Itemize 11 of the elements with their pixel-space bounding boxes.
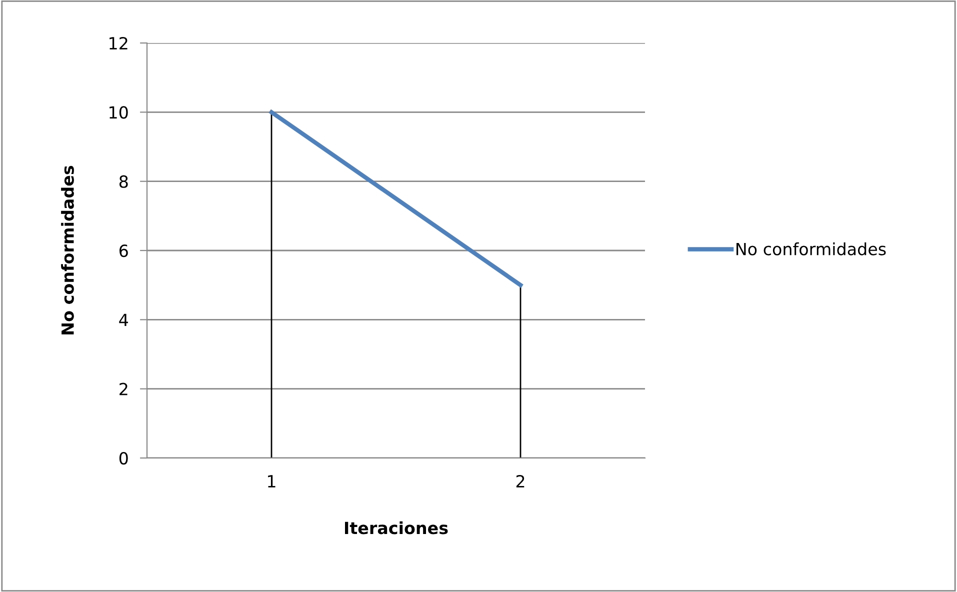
y-axis-title: No conformidades	[61, 166, 74, 334]
y-tick-label: 4	[119, 314, 128, 326]
y-tick-label: 6	[120, 244, 128, 258]
y-tick-label: 12	[110, 36, 128, 50]
legend-label: No conformidades	[736, 242, 886, 256]
y-tick-label: 2	[120, 382, 128, 396]
x-axis-title: Iteraciones	[344, 521, 448, 534]
y-tick-label: 10	[110, 106, 128, 119]
y-tick-label: 0	[119, 452, 128, 465]
x-tick-label: 1	[268, 475, 276, 488]
y-tick-label: 8	[119, 175, 128, 188]
